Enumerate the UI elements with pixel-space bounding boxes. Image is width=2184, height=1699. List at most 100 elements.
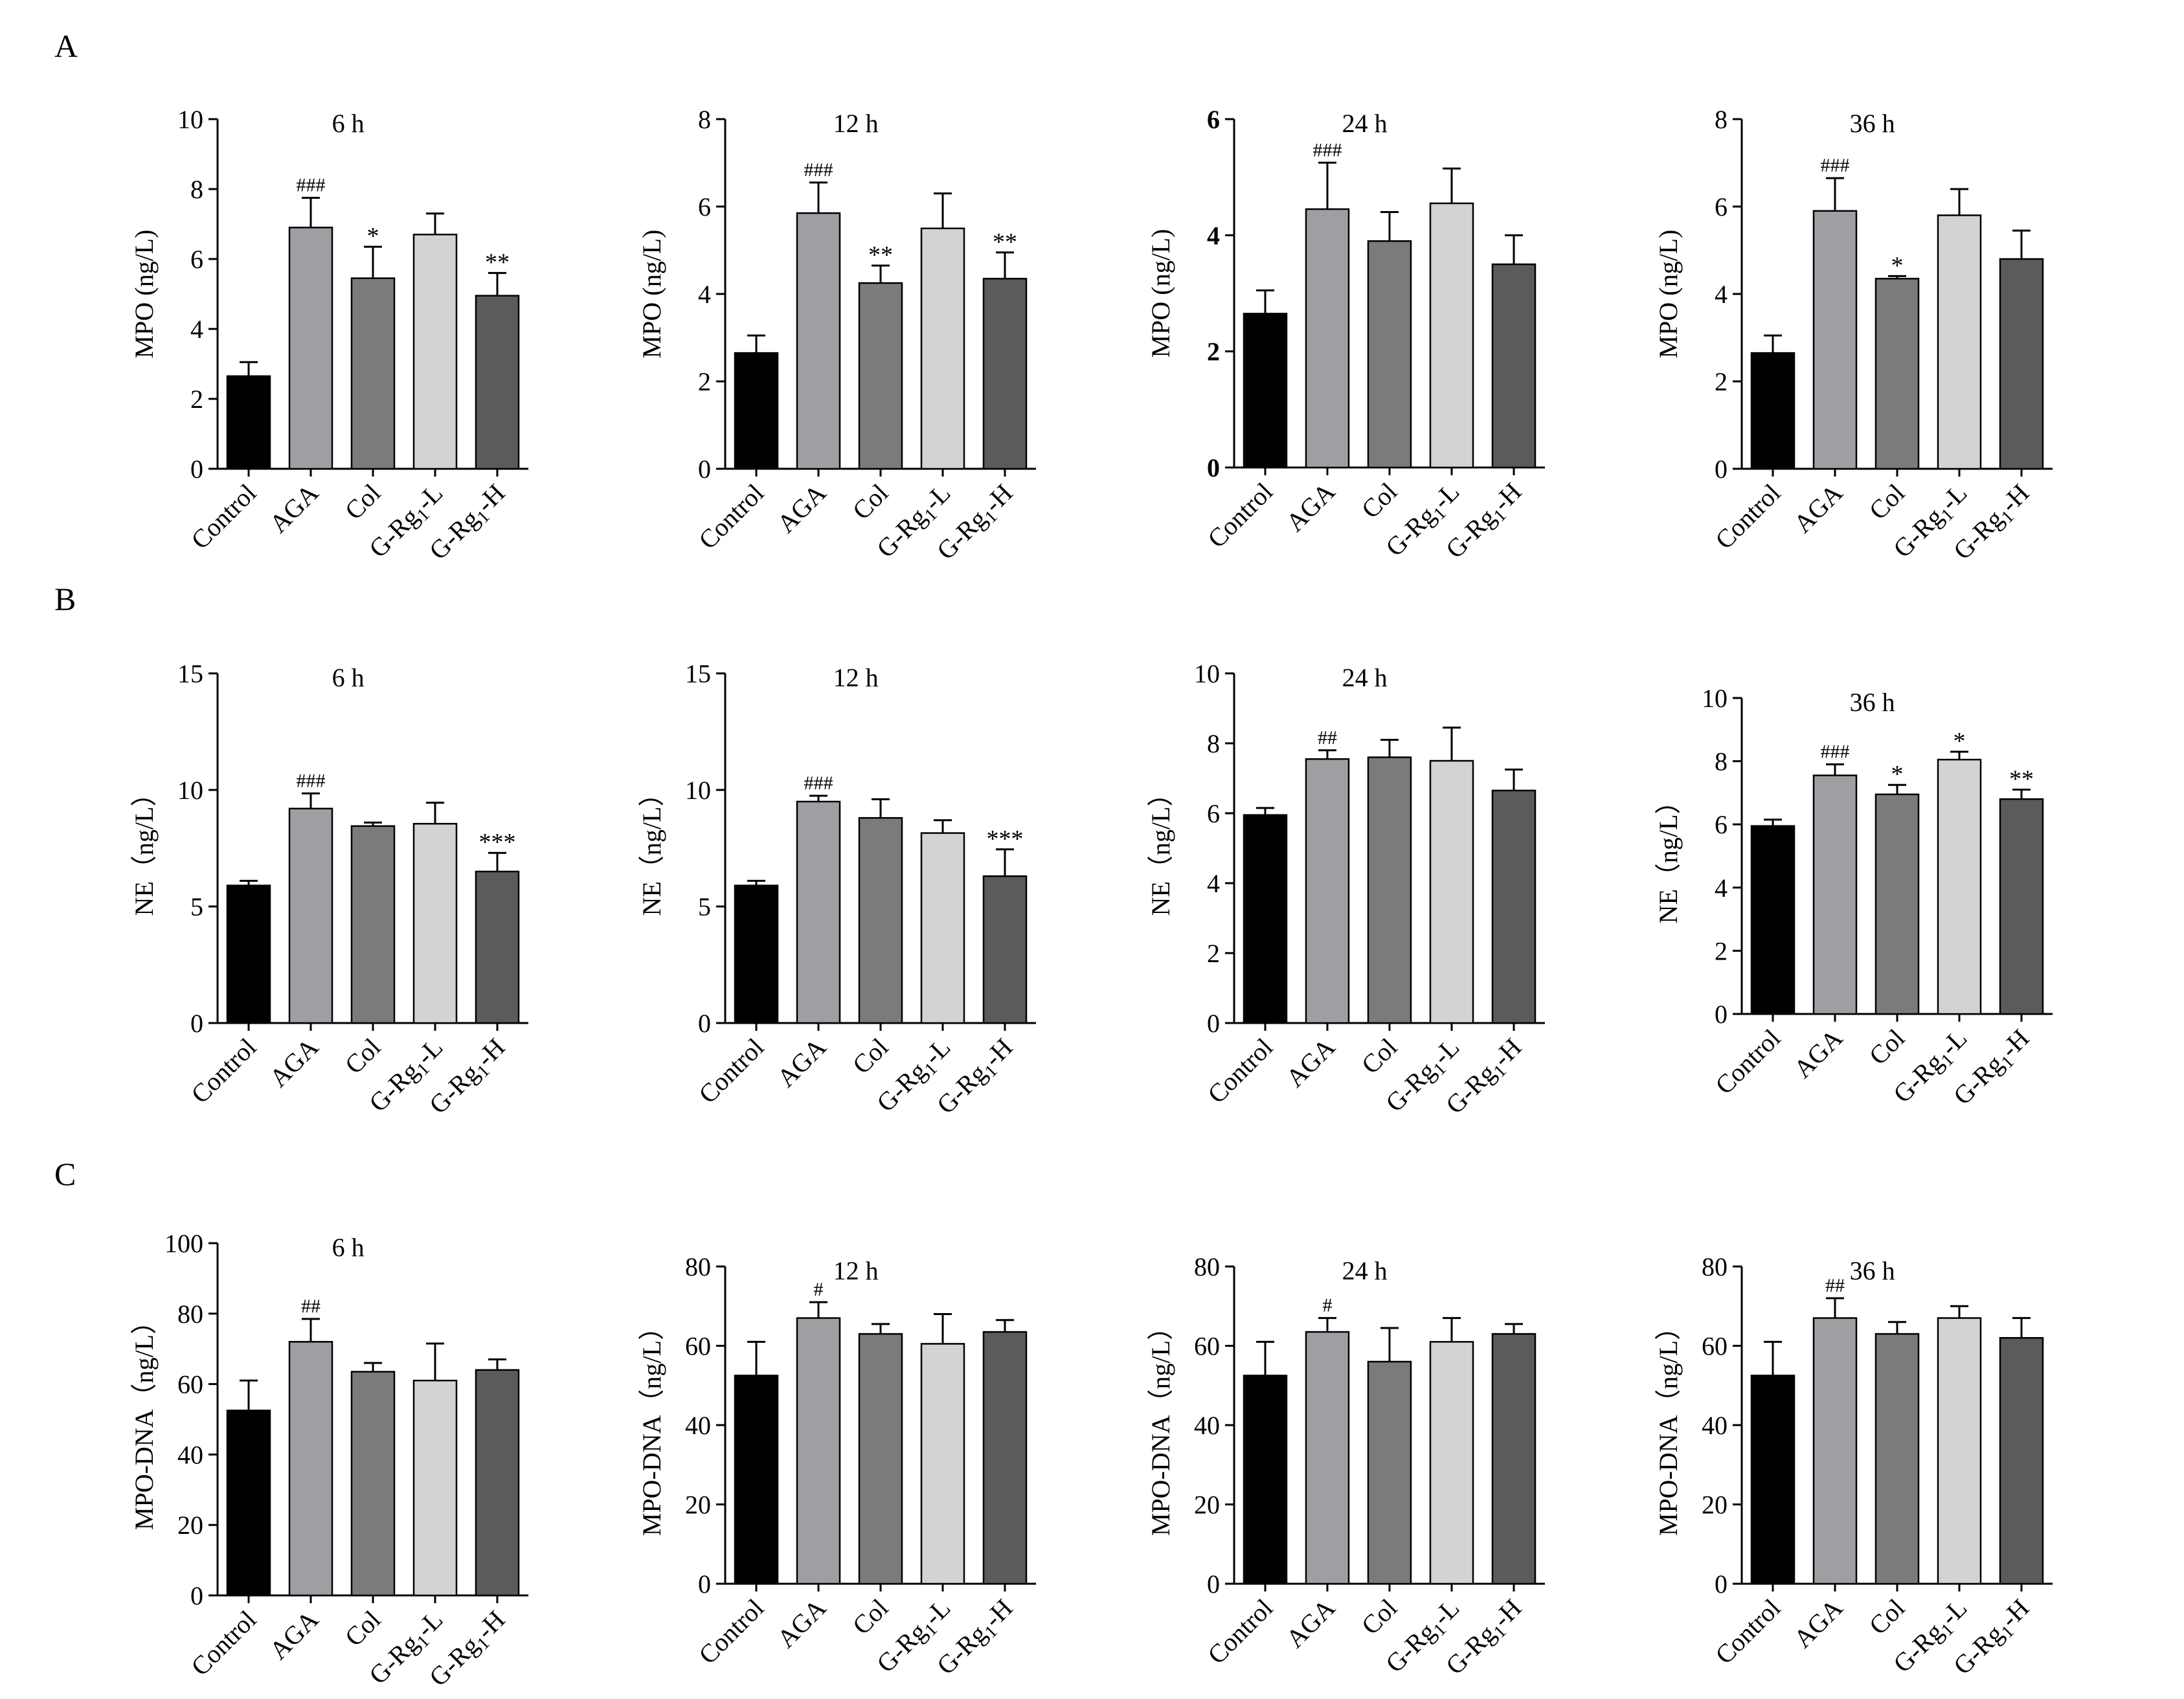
bar-g-rg1-h [1999, 258, 2044, 470]
y-tick-label: 8 [1715, 105, 1728, 134]
y-tick-label: 40 [1702, 1411, 1728, 1440]
y-tick-label: 8 [1715, 747, 1728, 776]
bar-aga [1812, 1317, 1858, 1585]
significance-aga: # [814, 1279, 824, 1300]
y-tick-label: 4 [1207, 869, 1220, 898]
bar-g-rg1-h [475, 870, 520, 1024]
y-tick-label: 60 [177, 1370, 203, 1399]
y-tick-label: 6 [190, 245, 203, 274]
x-tick-label-col: Col [1863, 1593, 1911, 1641]
significance-aga: ### [1821, 741, 1850, 762]
x-tick-label-control: Control [1709, 478, 1786, 555]
y-tick-label: 0 [190, 1009, 203, 1038]
bar-control [1750, 825, 1796, 1015]
x-tick-label-control: Control [693, 1593, 769, 1670]
x-tick-label-aga: AGA [1788, 1023, 1848, 1083]
significance-aga: ### [804, 772, 833, 794]
bar-g-rg1-l [412, 1379, 458, 1597]
y-tick-label: 2 [1207, 939, 1220, 968]
y-tick-label: 2 [698, 367, 711, 396]
y-axis-label: MPO (ng/L) [1146, 229, 1175, 358]
bar-col [350, 825, 396, 1024]
bar-g-rg1-l [920, 832, 965, 1024]
significance-aga: ## [1318, 727, 1337, 748]
y-tick-label: 10 [177, 105, 203, 134]
bar-control [1243, 1375, 1288, 1585]
significance-g-rg1-h: *** [987, 826, 1024, 853]
chart-b-36h: 0 2 4 6 8 10 NE（ng/L） 36 h Control ### AGA * Col * G-R… [1654, 684, 2053, 1110]
y-tick-label: 15 [685, 659, 711, 688]
y-tick-label: 8 [190, 175, 203, 204]
chart-title: 36 h [1850, 688, 1895, 717]
chart-title: 24 h [1342, 663, 1388, 692]
significance-aga: ## [1825, 1275, 1845, 1296]
bar-col [858, 1333, 903, 1585]
y-tick-label: 10 [177, 776, 203, 805]
y-tick-label: 0 [1715, 1570, 1728, 1599]
bar-aga [288, 807, 333, 1024]
y-tick-label: 20 [1194, 1491, 1220, 1520]
y-tick-label: 4 [1207, 221, 1220, 250]
bar-col [858, 282, 903, 470]
y-tick-label: 8 [1207, 729, 1220, 758]
bar-control [1243, 814, 1288, 1024]
y-tick-label: 15 [177, 659, 203, 688]
bar-control [734, 1375, 779, 1585]
y-axis-label: NE（ng/L） [637, 781, 666, 916]
bar-g-rg1-l [412, 233, 458, 470]
bar-col [1367, 240, 1412, 469]
y-tick-label: 60 [1702, 1332, 1728, 1361]
significance-aga: ### [804, 159, 833, 181]
x-tick-label-control: Control [1202, 477, 1278, 554]
y-axis-label: MPO-DNA（ng/L） [637, 1314, 666, 1536]
panel-label-c: C [54, 1156, 76, 1192]
significance-aga: ### [297, 770, 326, 791]
x-tick-label-aga: AGA [1788, 478, 1848, 538]
x-tick-label-col: Col [847, 1593, 894, 1641]
y-axis-label: MPO-DNA（ng/L） [1654, 1314, 1683, 1536]
y-axis-label: MPO (ng/L) [129, 230, 159, 359]
significance-aga: # [1323, 1295, 1333, 1316]
chart-title: 24 h [1342, 1256, 1388, 1285]
x-tick-label-control: Control [1709, 1024, 1786, 1100]
x-tick-label-col: Col [1356, 1033, 1403, 1080]
bar-g-rg1-h [982, 875, 1028, 1024]
x-tick-label-col: Col [1356, 1593, 1403, 1641]
y-tick-label: 60 [685, 1332, 711, 1361]
bar-g-rg1-h [1999, 798, 2044, 1015]
bar-g-rg1-h [982, 1331, 1028, 1585]
chart-title: 12 h [833, 1256, 879, 1285]
bar-g-rg1-h [475, 295, 520, 470]
x-tick-label-control: Control [1202, 1593, 1278, 1670]
x-tick-label-col: Col [339, 1605, 387, 1652]
significance-g-rg1-h: ** [2009, 766, 2034, 793]
bar-aga [1305, 758, 1350, 1024]
bar-col [350, 1371, 396, 1597]
y-tick-label: 2 [1715, 367, 1728, 396]
significance-aga: ## [301, 1296, 321, 1317]
y-tick-label: 20 [177, 1511, 203, 1540]
y-tick-label: 4 [190, 315, 203, 344]
x-tick-label-control: Control [693, 1033, 769, 1109]
y-tick-label: 80 [1702, 1252, 1728, 1281]
x-tick-label-aga: AGA [264, 478, 324, 538]
significance-col: ** [868, 242, 893, 269]
bar-g-rg1-l [920, 1343, 965, 1585]
chart-title: 6 h [332, 663, 365, 692]
y-tick-label: 0 [190, 1581, 203, 1610]
bar-g-rg1-h [1491, 263, 1537, 469]
y-axis-label: MPO (ng/L) [637, 230, 666, 359]
y-tick-label: 6 [698, 192, 711, 221]
bar-g-rg1-h [1999, 1337, 2044, 1585]
bar-g-rg1-l [1937, 214, 1982, 470]
y-tick-label: 2 [1207, 337, 1220, 366]
x-tick-label-control: Control [1202, 1033, 1278, 1109]
y-tick-label: 40 [1194, 1411, 1220, 1440]
y-tick-label: 0 [698, 1009, 711, 1038]
y-tick-label: 8 [698, 105, 711, 134]
